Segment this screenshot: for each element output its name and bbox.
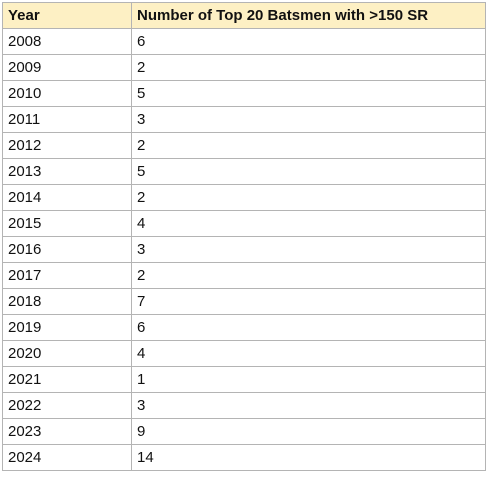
cell-count[interactable]: 4 [131,210,486,237]
cell-year[interactable]: 2011 [2,106,132,133]
table-row: 2009 2 [2,54,486,81]
table-row: 2017 2 [2,262,486,289]
cell-year[interactable]: 2009 [2,54,132,81]
cell-count[interactable]: 14 [131,444,486,471]
cell-year[interactable]: 2021 [2,366,132,393]
table-row: 2013 5 [2,158,486,185]
cell-count[interactable]: 2 [131,132,486,159]
table-row: 2011 3 [2,106,486,133]
table-row: 2020 4 [2,340,486,367]
table-row: 2018 7 [2,288,486,315]
cell-year[interactable]: 2016 [2,236,132,263]
cell-count[interactable]: 2 [131,184,486,211]
cell-year[interactable]: 2024 [2,444,132,471]
cell-year[interactable]: 2010 [2,80,132,107]
table-row: 2008 6 [2,28,486,55]
header-cell-year[interactable]: Year [2,2,132,29]
table-body: 2008 6 2009 2 2010 5 2011 3 2012 2 2013 … [2,28,486,471]
data-table: Year Number of Top 20 Batsmen with >150 … [2,2,486,471]
cell-count[interactable]: 3 [131,392,486,419]
cell-count[interactable]: 3 [131,236,486,263]
table-row: 2015 4 [2,210,486,237]
cell-year[interactable]: 2019 [2,314,132,341]
cell-year[interactable]: 2013 [2,158,132,185]
cell-count[interactable]: 5 [131,80,486,107]
cell-year[interactable]: 2020 [2,340,132,367]
cell-year[interactable]: 2022 [2,392,132,419]
cell-year[interactable]: 2015 [2,210,132,237]
cell-count[interactable]: 9 [131,418,486,445]
cell-count[interactable]: 6 [131,314,486,341]
table-row: 2019 6 [2,314,486,341]
cell-year[interactable]: 2014 [2,184,132,211]
cell-year[interactable]: 2012 [2,132,132,159]
cell-year[interactable]: 2023 [2,418,132,445]
cell-count[interactable]: 1 [131,366,486,393]
cell-year[interactable]: 2017 [2,262,132,289]
table-row: 2023 9 [2,418,486,445]
cell-count[interactable]: 3 [131,106,486,133]
table-row: 2010 5 [2,80,486,107]
cell-count[interactable]: 5 [131,158,486,185]
cell-count[interactable]: 2 [131,262,486,289]
cell-year[interactable]: 2008 [2,28,132,55]
header-row: Year Number of Top 20 Batsmen with >150 … [2,2,486,29]
table-row: 2014 2 [2,184,486,211]
table-row: 2024 14 [2,444,486,471]
table-row: 2016 3 [2,236,486,263]
cell-count[interactable]: 4 [131,340,486,367]
header-cell-count[interactable]: Number of Top 20 Batsmen with >150 SR [131,2,486,29]
cell-count[interactable]: 2 [131,54,486,81]
cell-count[interactable]: 6 [131,28,486,55]
table-row: 2012 2 [2,132,486,159]
table-row: 2022 3 [2,392,486,419]
table-row: 2021 1 [2,366,486,393]
cell-count[interactable]: 7 [131,288,486,315]
cell-year[interactable]: 2018 [2,288,132,315]
